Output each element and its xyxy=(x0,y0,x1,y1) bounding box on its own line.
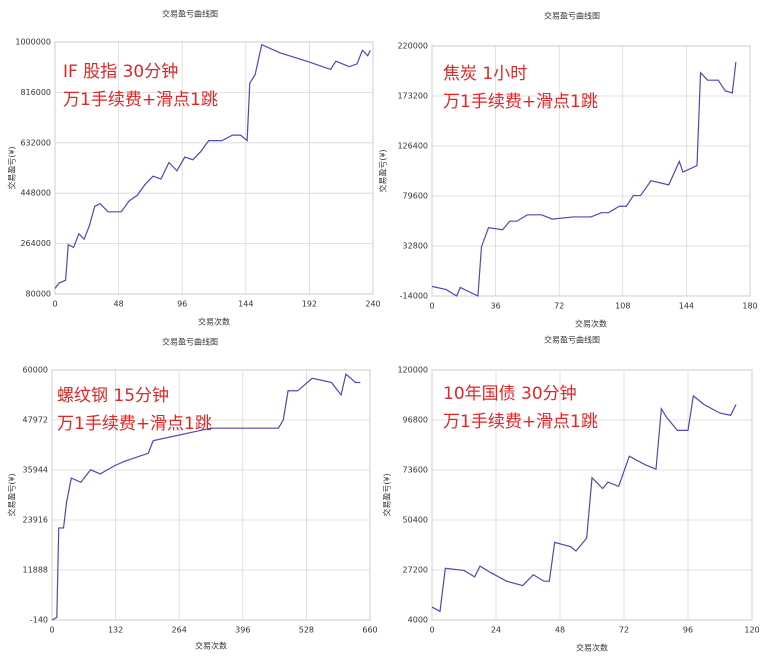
x-tick-label: 72 xyxy=(619,626,629,635)
y-axis-label: 交易盈亏(¥) xyxy=(7,146,17,189)
y-tick-label: 73600 xyxy=(403,466,428,475)
plot-area xyxy=(51,369,371,621)
x-tick-label: 0 xyxy=(49,626,54,635)
y-axis-label: 交易盈亏(¥) xyxy=(378,149,388,192)
plot-area xyxy=(431,369,753,621)
x-tick-label: 48 xyxy=(555,626,565,635)
x-axis-label: 交易次数 xyxy=(576,643,608,653)
y-tick-label: 120000 xyxy=(397,366,428,375)
chart-panel: -14000 32800 79600 126400 173200 220000 0 36 72 1… xyxy=(378,11,758,329)
y-tick-label: 448000 xyxy=(20,189,51,198)
annotation: 万1手续费+滑点1跳 xyxy=(443,92,598,112)
annotation: 焦炭 1小时 xyxy=(443,64,527,84)
line-series xyxy=(431,61,737,297)
plot-area xyxy=(431,45,751,297)
y-tick-label: 126400 xyxy=(397,142,428,151)
x-tick-label: 48 xyxy=(114,300,124,309)
y-tick-label: 80000 xyxy=(26,290,51,299)
x-axis-label: 交易次数 xyxy=(198,317,230,327)
x-tick-label: 120 xyxy=(744,626,759,635)
y-tick-label: 4000 xyxy=(408,616,428,625)
x-tick-label: 96 xyxy=(177,300,187,309)
y-tick-label: 50400 xyxy=(403,516,428,525)
x-tick-label: 264 xyxy=(172,626,187,635)
chart-title: 交易盈亏曲线图 xyxy=(162,9,218,19)
x-axis-label: 交易次数 xyxy=(575,319,607,329)
y-tick-label: 27200 xyxy=(403,566,428,575)
chart-panel: 80000 264000 448000 632000 816000 1000000 0 48 9… xyxy=(7,9,381,327)
x-tick-label: 108 xyxy=(615,302,630,311)
annotation: 万1手续费+滑点1跳 xyxy=(443,412,598,432)
line-series xyxy=(54,43,371,289)
plot-area xyxy=(54,41,374,295)
y-tick-label: 816000 xyxy=(20,88,51,97)
y-tick-label: 79600 xyxy=(403,192,428,201)
y-tick-label: 32800 xyxy=(403,242,428,251)
x-tick-label: 0 xyxy=(429,302,434,311)
x-tick-label: 24 xyxy=(491,626,501,635)
annotation: 10年国债 30分钟 xyxy=(443,384,577,404)
x-tick-label: 144 xyxy=(238,300,253,309)
x-tick-label: 72 xyxy=(554,302,564,311)
y-tick-label: 173200 xyxy=(397,92,428,101)
x-tick-label: 0 xyxy=(429,626,434,635)
y-tick-label: 220000 xyxy=(397,42,428,51)
x-axis-label: 交易次数 xyxy=(195,641,227,651)
y-tick-label: 96800 xyxy=(403,416,428,425)
chart-panel: 4000 27200 50400 73600 96800 120000 0 24 48 72 96 1… xyxy=(382,335,760,653)
x-tick-label: 240 xyxy=(365,300,380,309)
chart-title: 交易盈亏曲线图 xyxy=(544,11,600,21)
y-tick-label: 35944 xyxy=(23,466,48,475)
x-tick-label: 96 xyxy=(683,626,693,635)
x-tick-label: 0 xyxy=(52,300,57,309)
y-tick-label: -14000 xyxy=(400,292,428,301)
x-tick-label: 36 xyxy=(491,302,501,311)
x-tick-label: 144 xyxy=(679,302,694,311)
annotation: 螺纹钢 15分钟 xyxy=(57,386,169,406)
annotation: 万1手续费+滑点1跳 xyxy=(57,414,212,434)
x-tick-label: 180 xyxy=(742,302,757,311)
y-tick-label: 264000 xyxy=(20,239,51,248)
x-tick-label: 192 xyxy=(302,300,317,309)
chart-title: 交易盈亏曲线图 xyxy=(162,337,218,347)
chart-panel: -140 11888 23916 35944 47972 60000 0 132 264 396 5… xyxy=(7,337,378,651)
y-tick-label: 47972 xyxy=(23,416,48,425)
x-tick-label: 528 xyxy=(299,626,314,635)
chart-title: 交易盈亏曲线图 xyxy=(544,335,600,345)
line-series xyxy=(431,394,737,613)
y-axis-label: 交易盈亏(¥) xyxy=(7,473,17,516)
y-tick-label: 11888 xyxy=(23,566,48,575)
x-tick-label: 132 xyxy=(108,626,123,635)
y-axis-label: 交易盈亏(¥) xyxy=(382,473,392,516)
x-tick-label: 660 xyxy=(362,626,377,635)
y-tick-label: 23916 xyxy=(23,516,48,525)
line-series xyxy=(51,373,361,621)
annotation: 万1手续费+滑点1跳 xyxy=(63,90,218,110)
annotation: IF 股指 30分钟 xyxy=(63,62,178,82)
y-tick-label: 1000000 xyxy=(15,38,51,47)
x-tick-label: 396 xyxy=(235,626,250,635)
y-tick-label: -140 xyxy=(30,616,48,625)
y-tick-label: 60000 xyxy=(23,366,48,375)
y-tick-label: 632000 xyxy=(20,138,51,147)
